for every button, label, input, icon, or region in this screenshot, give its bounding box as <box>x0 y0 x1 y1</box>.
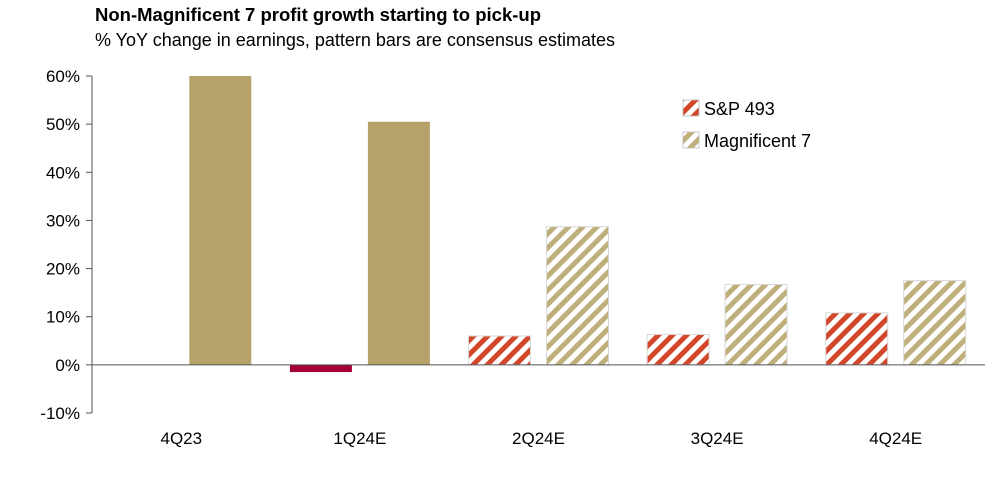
bar-sp493-3q24e <box>646 334 710 366</box>
legend-swatch-magnificent7 <box>682 131 700 149</box>
bar-magnificent7-3q24e <box>724 283 788 366</box>
y-tick-label: 60% <box>46 67 80 86</box>
x-tick-label: 1Q24E <box>333 429 386 448</box>
bar-magnificent7-2q24e <box>546 226 609 366</box>
x-tick-label: 2Q24E <box>512 429 565 448</box>
y-tick-label: 0% <box>55 356 80 375</box>
bar-magnificent7-4q24e <box>903 280 967 366</box>
y-tick-label: 10% <box>46 308 80 327</box>
x-tick-label: 4Q24E <box>869 429 922 448</box>
chart-title: Non-Magnificent 7 profit growth starting… <box>95 4 542 25</box>
x-tick-label: 4Q23 <box>161 429 203 448</box>
y-tick-label: 50% <box>46 115 80 134</box>
x-tick-label: 3Q24E <box>691 429 744 448</box>
chart-subtitle: % YoY change in earnings, pattern bars a… <box>95 30 615 50</box>
bar-magnificent7-1q24e <box>367 121 430 365</box>
legend-label-magnificent7: Magnificent 7 <box>704 131 811 151</box>
bar-sp493-4q24e <box>825 312 889 366</box>
bar-magnificent7-4q23 <box>189 76 252 365</box>
y-tick-label: 30% <box>46 211 80 230</box>
y-tick-label: -10% <box>40 404 80 423</box>
y-tick-label: 20% <box>46 260 80 279</box>
y-tick-label: 40% <box>46 163 80 182</box>
bar-sp493-2q24e <box>468 335 531 366</box>
legend-label-sp493: S&P 493 <box>704 99 775 119</box>
legend-swatch-sp493 <box>682 99 700 117</box>
bar-sp493-1q24e <box>289 364 352 373</box>
